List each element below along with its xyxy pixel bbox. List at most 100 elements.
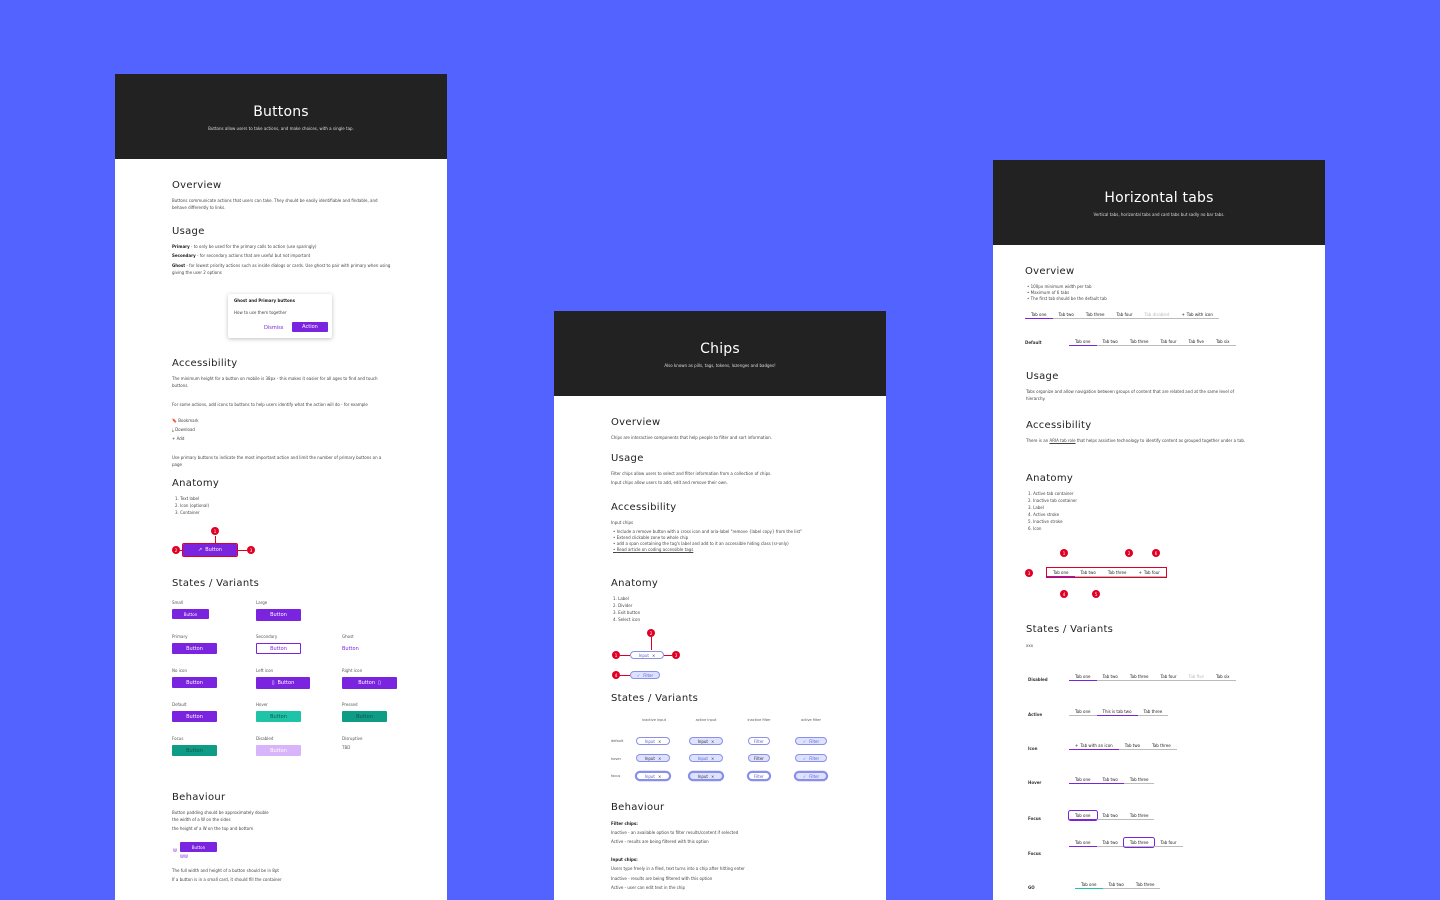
chip-filter-hover[interactable]: Filter <box>748 754 770 762</box>
tab-three[interactable]: Tab three <box>1123 672 1155 681</box>
close-icon[interactable]: × <box>711 755 715 761</box>
chips-anatomy-3: 3. Exit button <box>613 610 641 615</box>
close-icon[interactable]: × <box>658 773 662 779</box>
tab-one[interactable]: Tab one <box>1069 672 1097 681</box>
tab-two[interactable]: Tab two <box>1096 775 1124 784</box>
tab-with-icon[interactable]: + Tab with icon <box>1175 310 1219 319</box>
tab-two[interactable]: Tab two <box>1118 741 1147 750</box>
button-focus[interactable]: Button <box>172 745 217 756</box>
list-item: 100px minimum width per tab <box>1027 284 1107 290</box>
tab-four[interactable]: Tab four <box>1154 337 1183 346</box>
tabs-anatomy-6: 6. Icon <box>1028 526 1042 531</box>
hover-label: Hover <box>1028 780 1042 785</box>
bookmark-icon: ▯ <box>271 680 275 686</box>
tab-one[interactable]: Tab one <box>1069 707 1097 716</box>
chip-input-hover[interactable]: Input × <box>636 754 670 762</box>
button-no-icon[interactable]: Button <box>172 677 217 688</box>
tab-three[interactable]: Tab three <box>1101 568 1133 577</box>
tab-one[interactable]: Tab one <box>1075 880 1103 889</box>
chip-filter-focus[interactable]: Filter <box>748 772 770 780</box>
tab-two[interactable]: Tab two <box>1096 811 1124 820</box>
tab-one[interactable]: Tab one <box>1069 337 1097 346</box>
tab-three[interactable]: Tab three <box>1123 811 1155 820</box>
tab-one[interactable]: Tab one <box>1069 838 1097 847</box>
button-small[interactable]: Button <box>172 609 209 619</box>
tab-one[interactable]: Tab one <box>1069 775 1097 784</box>
tab-three[interactable]: Tab three <box>1123 775 1155 784</box>
tab-two[interactable]: Tab two <box>1096 672 1124 681</box>
anatomy-filter-chip[interactable]: ✓ Filter <box>630 671 660 679</box>
close-icon[interactable]: × <box>711 738 715 744</box>
label-ghost: Ghost <box>342 634 354 639</box>
tab-one[interactable]: Tab one <box>1025 310 1053 319</box>
button-default[interactable]: Button <box>172 711 217 722</box>
tab-four[interactable]: Tab four <box>1110 310 1139 319</box>
chips-states-heading: States / Variants <box>611 693 699 704</box>
anatomy-item-1: 1. Text label <box>175 496 200 501</box>
beh-filter-2: Active - results are being filtered with… <box>611 839 709 844</box>
annotation-line <box>620 675 630 676</box>
article-link[interactable]: Read article on coding accessible tags <box>613 547 833 553</box>
tab-six[interactable]: Tab six <box>1209 337 1236 346</box>
chip-filter-active-hover[interactable]: ✓ Filter <box>795 754 827 762</box>
tab-two[interactable]: Tab two <box>1052 310 1080 319</box>
chip-input-focus[interactable]: Input × <box>636 772 670 780</box>
tab-with-icon[interactable]: + Tab with an icon <box>1069 741 1119 750</box>
button-hover[interactable]: Button <box>256 711 301 722</box>
aria-link[interactable]: ARIA tab role <box>1049 438 1076 443</box>
tab-two[interactable]: Tab two <box>1074 568 1102 577</box>
check-icon: ✓ <box>802 755 807 761</box>
check-icon: ✓ <box>802 738 807 744</box>
button-ghost[interactable]: Button <box>342 645 359 652</box>
tab-three[interactable]: Tab three <box>1129 880 1161 889</box>
button-right-icon[interactable]: Button ▯ <box>342 677 397 689</box>
action-button[interactable]: Action <box>292 322 328 332</box>
tab-five[interactable]: Tab five <box>1182 337 1210 346</box>
chip-filter-active-focus[interactable]: ✓ Filter <box>795 772 827 780</box>
tab-three[interactable]: Tab three <box>1122 837 1156 848</box>
anatomy-item-2: 2. Icon (optional) <box>175 503 210 508</box>
dialog-example: Ghost and Primary buttons How to use the… <box>228 294 332 338</box>
chip-filter-active[interactable]: ✓ Filter <box>795 737 827 745</box>
chips-overview-heading: Overview <box>611 417 661 428</box>
chips-anatomy-1: 1. Label <box>613 596 629 601</box>
chip-input-active-hover[interactable]: Input × <box>689 754 723 762</box>
tab-three[interactable]: Tab three <box>1146 741 1177 750</box>
button-secondary[interactable]: Button <box>256 643 301 654</box>
close-icon[interactable]: × <box>658 738 662 744</box>
tab-two[interactable]: Tab two <box>1096 838 1124 847</box>
chip-input-default[interactable]: Input × <box>636 737 670 745</box>
close-icon[interactable]: × <box>658 755 662 761</box>
label-pressed: Pressed <box>342 702 358 707</box>
tab-three[interactable]: Tab three <box>1079 310 1111 319</box>
tab-four[interactable]: Tab four <box>1154 838 1183 847</box>
chip-input-active-focus[interactable]: Input × <box>689 772 723 780</box>
button-pressed[interactable]: Button <box>342 711 387 722</box>
chip-input-active[interactable]: Input × <box>689 737 723 745</box>
chip-filter-default[interactable]: Filter <box>748 737 770 745</box>
button-left-icon[interactable]: ▯ Button <box>256 677 310 689</box>
anatomy-button[interactable]: ↗ Button <box>182 543 238 557</box>
states-heading: States / Variants <box>172 578 260 589</box>
close-icon[interactable]: × <box>711 773 715 779</box>
chips-card: Chips Also known as pills, tags, tokens,… <box>554 311 886 900</box>
close-icon[interactable]: × <box>652 652 656 658</box>
tab-three[interactable]: Tab three <box>1123 337 1155 346</box>
behaviour-button[interactable]: Button <box>180 842 217 852</box>
tab-two[interactable]: This is tab two <box>1096 707 1138 716</box>
tab-three[interactable]: Tab three <box>1137 707 1169 716</box>
dismiss-button[interactable]: Dismiss <box>264 324 284 331</box>
tab-one[interactable]: Tab one <box>1047 568 1075 577</box>
tabs-card: Horizontal tabs Vertical tabs, horizonta… <box>993 160 1325 900</box>
tab-four[interactable]: Tab four <box>1154 672 1183 681</box>
tab-four[interactable]: + Tab four <box>1132 568 1166 577</box>
tab-two[interactable]: Tab two <box>1096 337 1124 346</box>
row-hover: hover <box>611 757 622 761</box>
tab-six[interactable]: Tab six <box>1209 672 1236 681</box>
list-item: Extend clickable zone to whole chip <box>613 535 833 541</box>
button-large[interactable]: Button <box>256 609 301 621</box>
anatomy-input-chip[interactable]: Input × <box>630 651 664 659</box>
button-primary[interactable]: Button <box>172 643 217 654</box>
tab-one[interactable]: Tab one <box>1068 810 1098 821</box>
tab-two[interactable]: Tab two <box>1102 880 1130 889</box>
